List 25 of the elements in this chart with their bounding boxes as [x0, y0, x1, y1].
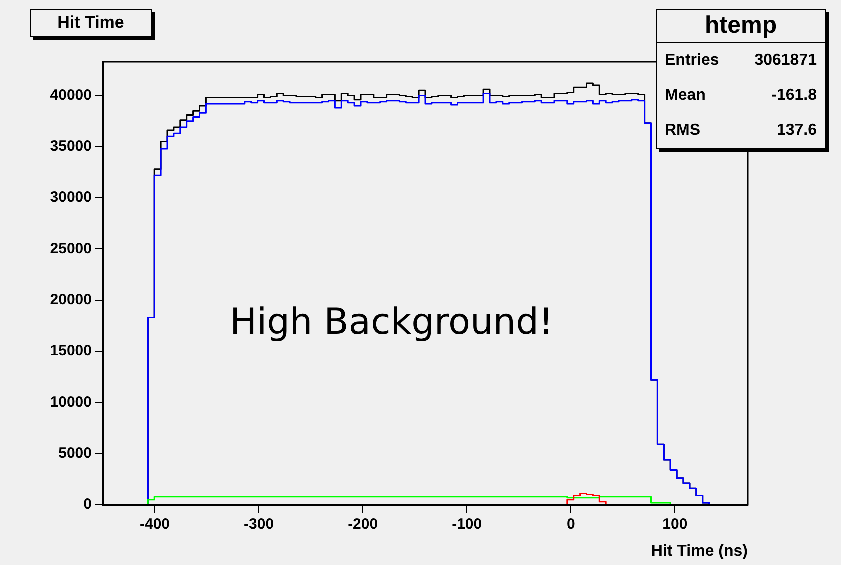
x-axis-title: Hit Time (ns): [651, 542, 748, 560]
y-tick-label: 15000: [50, 342, 92, 360]
y-tick-label: 25000: [50, 240, 92, 258]
text: 3061871: [754, 51, 817, 71]
y-tick-label: 40000: [50, 86, 92, 104]
annotation: Mean: [665, 86, 706, 106]
text: -161.8: [772, 86, 817, 106]
x-tick-label: -400: [140, 516, 170, 534]
annotation: RMS: [665, 121, 701, 141]
x-tick-label: -100: [452, 516, 482, 534]
x-tick-label: 100: [662, 516, 688, 534]
y-tick-label: 5000: [58, 444, 92, 462]
annotation: High Background!: [230, 302, 554, 343]
text: htemp: [657, 10, 825, 43]
x-tick-label: 0: [566, 516, 576, 534]
chart-title: Hit Time: [30, 9, 152, 37]
annotation: Entries: [665, 51, 720, 71]
x-tick-label: -300: [244, 516, 274, 534]
y-tick-label: 0: [84, 496, 92, 514]
y-tick-label: 20000: [50, 292, 92, 309]
text: 137.6: [776, 121, 817, 141]
y-tick-label: 10000: [50, 394, 92, 411]
x-tick-label: -200: [348, 516, 378, 534]
y-tick-label: 35000: [50, 138, 92, 156]
y-tick-label: 30000: [50, 189, 92, 206]
